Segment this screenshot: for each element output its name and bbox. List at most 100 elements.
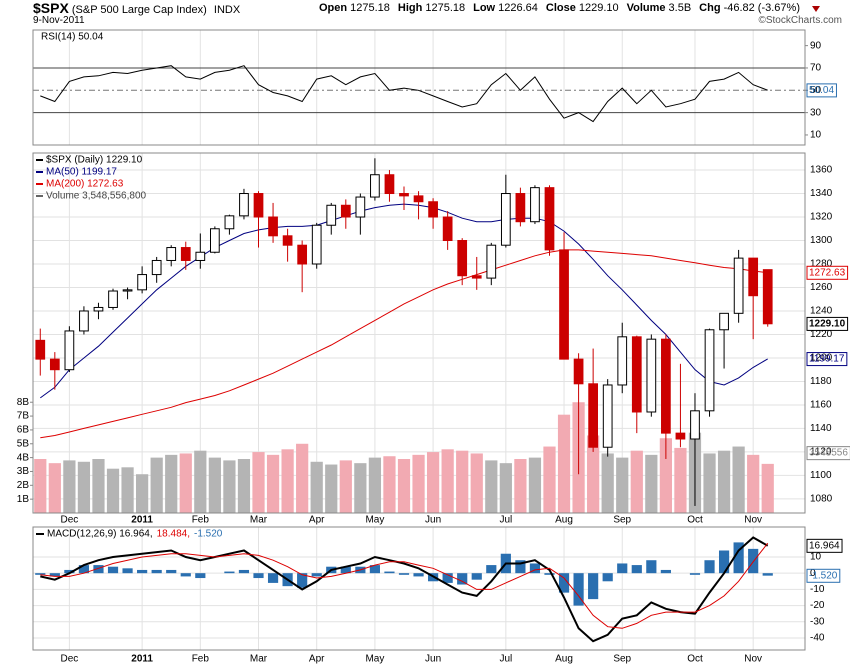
y-tick-label: -30	[810, 616, 825, 627]
candle-body	[704, 329, 715, 412]
panel-frame	[32, 152, 806, 514]
histogram-bar	[78, 565, 90, 574]
candle-body	[762, 269, 773, 325]
histogram-bar	[529, 563, 541, 574]
volume-tick-label: 5B	[17, 438, 30, 449]
exchange: INDX	[213, 4, 241, 16]
y-tick-label: 1220	[810, 329, 833, 340]
candle-body	[268, 216, 278, 237]
macd-line	[40, 542, 769, 629]
volume-tick-label: 6B	[17, 425, 30, 436]
last-value-label: 1272.63	[809, 267, 846, 278]
candle-body	[253, 193, 264, 218]
histogram-bar	[486, 565, 497, 574]
candle-body	[311, 224, 322, 265]
volume-bar	[426, 452, 440, 513]
x-tick-label: Dec	[60, 515, 78, 526]
stats: Open 1275.18 High 1275.18 Low 1226.64 Close 122…	[319, 2, 808, 14]
last-value-box	[806, 446, 850, 461]
x-tick-label: Apr	[309, 515, 325, 526]
candle-body	[442, 216, 453, 242]
histogram-bar	[631, 565, 642, 574]
volume-bar	[630, 450, 643, 513]
candle-body	[370, 174, 380, 198]
histogram-bar	[151, 569, 162, 574]
histogram-bar	[238, 569, 250, 574]
y-tick-label: 70	[810, 63, 822, 74]
histogram-bar	[224, 571, 235, 574]
volume-bar	[48, 463, 61, 513]
histogram-bar	[195, 573, 206, 579]
y-tick-label: 1100	[810, 470, 832, 481]
histogram-bar	[718, 550, 730, 574]
y-tick-label: 10	[810, 130, 822, 141]
candle-body	[515, 193, 526, 223]
histogram-bar	[617, 563, 628, 574]
x-tick-label: Oct	[687, 654, 703, 665]
last-value-box	[806, 316, 849, 331]
volume-bar	[485, 460, 498, 513]
stat-value: 3.5B	[668, 2, 692, 14]
volume-bar	[354, 463, 367, 513]
volume-bar	[150, 457, 163, 513]
volume-bar	[368, 457, 382, 513]
panel-legend: RSI(14) 50.04	[41, 32, 104, 43]
candle-body	[79, 310, 89, 332]
histogram-bar	[369, 565, 380, 574]
legend-entry: $SPX (Daily) 1229.10	[46, 155, 143, 166]
x-tick-label: Sep	[613, 515, 631, 526]
histogram-bar	[64, 569, 75, 574]
y-tick-label: 1300	[810, 235, 833, 246]
y-tick-label: 1160	[810, 400, 832, 411]
volume-bar	[747, 454, 760, 513]
candle-body	[35, 339, 46, 360]
volume-bar	[441, 449, 454, 513]
volume-bar	[616, 457, 629, 513]
candle-body	[631, 336, 642, 413]
volume-tick-label: 2B	[17, 480, 30, 491]
histogram-bar	[660, 569, 671, 574]
last-value-label: 1229.10	[809, 318, 846, 329]
histogram-bar	[558, 573, 570, 593]
last-value-box	[806, 538, 843, 553]
y-tick-label: 1240	[810, 306, 833, 317]
y-tick-label: 1340	[810, 188, 833, 199]
x-tick-label: 2011	[131, 515, 153, 526]
histogram-bar	[166, 569, 177, 574]
y-tick-label: 1320	[810, 212, 833, 223]
volume-bar	[310, 461, 323, 513]
volume-bar	[703, 453, 716, 513]
histogram-bar	[704, 560, 715, 574]
legend-entry: -1.520	[194, 529, 223, 540]
histogram-bar	[137, 569, 148, 574]
volume-bar	[121, 467, 134, 513]
volume-bar	[92, 459, 105, 513]
volume-bar	[412, 454, 425, 513]
candle-body	[195, 251, 206, 261]
volume-bar	[587, 435, 600, 513]
histogram-bar	[267, 573, 279, 583]
candle-body	[340, 204, 351, 218]
moving-average	[40, 203, 768, 399]
candle-body	[224, 215, 235, 230]
x-tick-label: Aug	[555, 654, 573, 665]
candle-body	[544, 187, 555, 251]
last-value-box	[806, 568, 841, 583]
histogram-bar	[340, 566, 351, 574]
x-tick-label: Jun	[425, 654, 441, 665]
histogram-bar	[515, 560, 526, 574]
stat-value: 1229.10	[578, 2, 619, 14]
candle-body	[690, 410, 700, 440]
histogram-bar	[122, 568, 133, 574]
title-line: $SPX (S&P 500 Large Cap Index) INDX	[33, 0, 240, 16]
stat-value: 1226.64	[498, 2, 538, 14]
y-tick-label: 1260	[810, 282, 833, 293]
volume-bar	[252, 452, 265, 513]
candle-body	[617, 336, 628, 386]
volume-bar	[339, 460, 352, 513]
stat-value: 1275.18	[425, 2, 466, 14]
x-tick-label: Apr	[309, 654, 325, 665]
candle-body	[719, 312, 729, 331]
stat-label: Open	[319, 2, 348, 14]
volume-bar	[77, 461, 91, 513]
